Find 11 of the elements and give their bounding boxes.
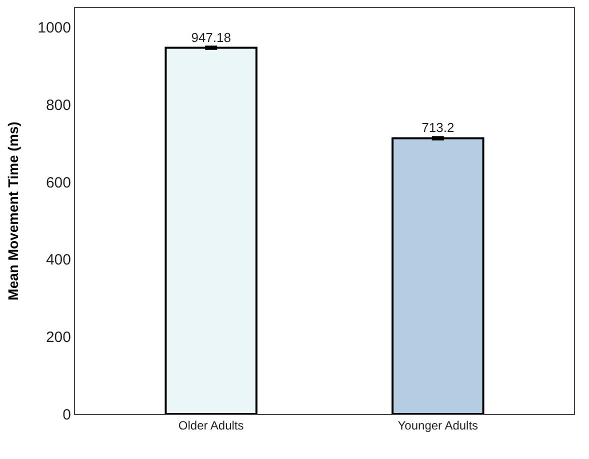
y-axis-title: Mean Movement Time (ms) xyxy=(5,122,22,300)
data-label: 947.18 xyxy=(191,30,231,45)
y-tick-label: 400 xyxy=(46,252,71,269)
x-tick-label: Older Adults xyxy=(178,418,244,432)
y-tick-label: 1000 xyxy=(38,20,71,37)
y-tick-label: 0 xyxy=(62,406,71,424)
y-tick-label: 200 xyxy=(46,328,71,346)
data-label: 713.2 xyxy=(422,120,454,136)
y-tick-label: 600 xyxy=(46,174,71,192)
y-tick-label: 800 xyxy=(46,96,71,114)
x-tick-label: Younger Adults xyxy=(398,418,478,432)
